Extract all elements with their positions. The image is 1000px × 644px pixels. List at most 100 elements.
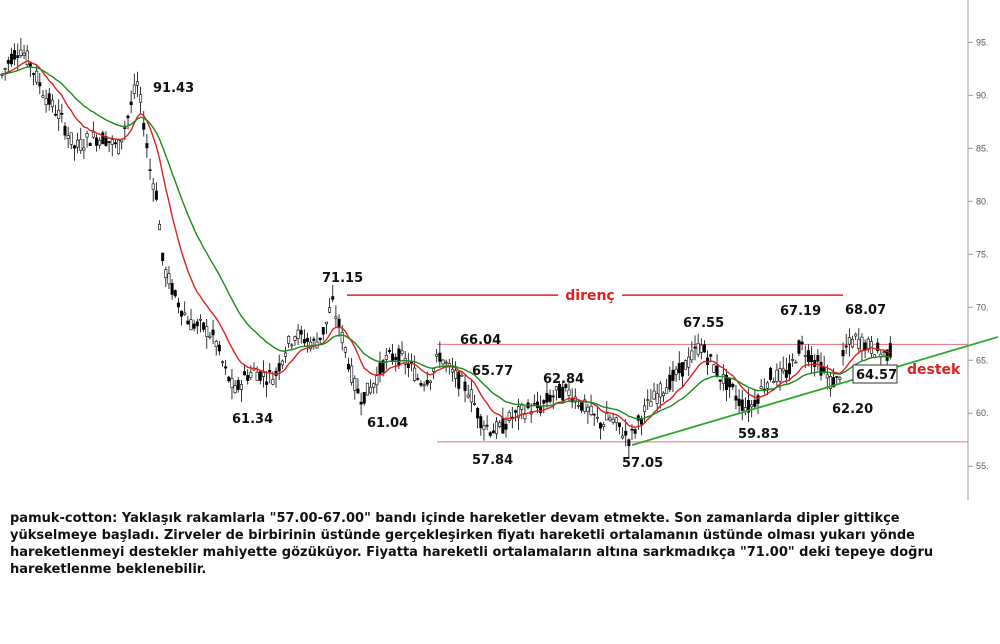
candle-body xyxy=(142,122,146,130)
candle-body xyxy=(690,350,694,361)
candle-body xyxy=(621,435,625,439)
candle-body xyxy=(841,349,845,357)
candle-body xyxy=(498,422,502,427)
candle-body xyxy=(350,365,354,383)
candle-body xyxy=(658,383,662,398)
peak-label: 65.77 xyxy=(472,364,513,379)
candle-body xyxy=(425,380,429,385)
candle-body xyxy=(570,397,574,403)
candle-body xyxy=(671,369,675,381)
candle-body xyxy=(76,139,80,148)
candle-body xyxy=(129,101,133,106)
candle-body xyxy=(728,377,732,388)
candle-body xyxy=(721,374,725,384)
candle-body xyxy=(353,378,357,391)
candle-body xyxy=(54,113,58,116)
candle-body xyxy=(202,322,206,330)
candle-body xyxy=(847,337,851,345)
candle-body xyxy=(753,399,757,407)
candle-body xyxy=(554,386,558,391)
candle-body xyxy=(850,338,854,348)
candle-body xyxy=(602,424,606,427)
candle-body xyxy=(479,416,483,429)
candle-body xyxy=(186,320,190,325)
candle-body xyxy=(334,316,338,319)
candle-body xyxy=(885,349,889,361)
peak-label: 67.55 xyxy=(683,316,724,331)
moving-averages xyxy=(1,60,891,429)
candle-body xyxy=(747,399,751,413)
candle-body xyxy=(740,399,744,411)
candle-body xyxy=(432,368,436,372)
candle-body xyxy=(224,366,228,369)
candle-body xyxy=(876,342,880,352)
peak-label: 67.19 xyxy=(780,304,821,319)
candle-body xyxy=(466,394,470,398)
band-lines xyxy=(437,343,968,443)
candle-body xyxy=(608,417,612,421)
y-tick-label: 80. xyxy=(976,196,989,206)
candle-body xyxy=(438,352,442,362)
candle-body xyxy=(16,55,20,58)
candle-body xyxy=(394,357,398,361)
candle-body xyxy=(19,49,23,56)
candle-body xyxy=(337,318,341,328)
candle-body xyxy=(183,312,187,315)
candle-body xyxy=(233,385,237,394)
candle-body xyxy=(838,377,842,380)
candle-body xyxy=(702,344,706,353)
candle-body xyxy=(154,190,158,200)
candle-body xyxy=(558,383,562,399)
candle-body xyxy=(50,99,54,108)
candle-body xyxy=(287,336,291,344)
candle-body xyxy=(787,363,791,375)
candle-body xyxy=(734,395,738,401)
candle-body xyxy=(450,368,454,373)
candle-body xyxy=(79,139,83,151)
candle-body xyxy=(85,133,89,138)
candle-body xyxy=(617,422,621,428)
candle-body xyxy=(205,326,209,337)
candle-body xyxy=(435,353,439,357)
candle-body xyxy=(60,112,64,115)
candle-body xyxy=(888,343,892,358)
candle-body xyxy=(328,307,332,313)
candle-body xyxy=(655,393,659,404)
candle-body xyxy=(535,401,539,409)
candle-body xyxy=(882,351,886,354)
candle-body xyxy=(586,406,590,412)
candle-body xyxy=(227,376,231,382)
candle-body xyxy=(271,379,275,385)
candle-body xyxy=(797,340,801,354)
y-tick-label: 85. xyxy=(976,143,989,153)
candle-body xyxy=(517,406,521,419)
candle-body xyxy=(82,147,86,151)
peak-label: 71.15 xyxy=(322,271,363,286)
y-tick-label: 55. xyxy=(976,461,989,471)
candle-body xyxy=(381,360,385,373)
candle-body xyxy=(652,390,656,400)
candle-body xyxy=(258,371,262,381)
peak-label: 61.34 xyxy=(232,412,273,427)
candle-body xyxy=(47,93,51,105)
candle-body xyxy=(419,383,423,386)
candle-body xyxy=(123,127,127,129)
candle-body xyxy=(551,395,555,398)
candle-body xyxy=(167,273,171,285)
candle-body xyxy=(321,327,325,335)
candle-body xyxy=(444,361,448,364)
candle-body xyxy=(120,139,124,143)
candle-body xyxy=(293,336,297,341)
candle-body xyxy=(375,375,379,386)
candle-body xyxy=(98,139,102,146)
candle-body xyxy=(532,403,536,405)
candle-body xyxy=(646,399,650,401)
candle-body xyxy=(715,365,719,377)
candle-body xyxy=(362,392,366,404)
candle-body xyxy=(246,375,250,381)
candle-body xyxy=(832,377,836,388)
candle-body xyxy=(520,404,524,410)
candle-body xyxy=(356,388,360,394)
peak-label: 91.43 xyxy=(153,81,194,96)
candle-body xyxy=(476,408,480,419)
